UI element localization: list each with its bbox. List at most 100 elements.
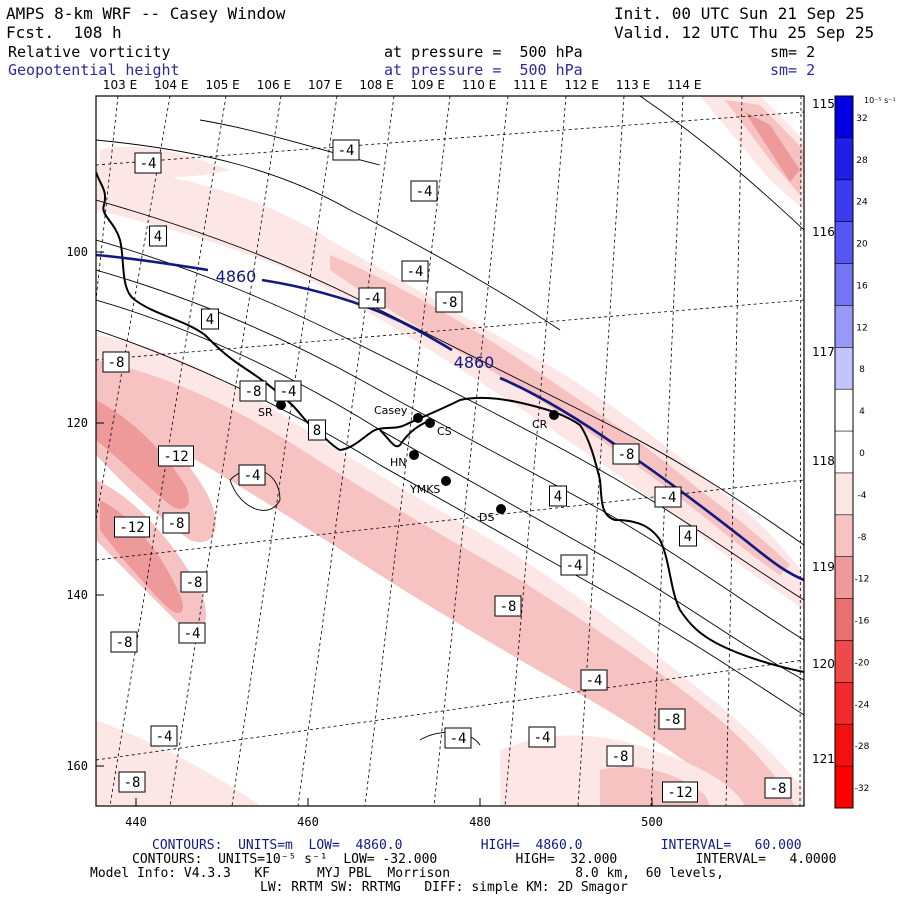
- contour-label-box: [410, 180, 438, 202]
- contour-label-box: [150, 725, 178, 747]
- colorbar-segment: [835, 766, 853, 808]
- contour-label-box: [102, 351, 130, 373]
- contour-label-text: -4: [660, 490, 677, 506]
- contour-label: -8: [180, 571, 208, 593]
- contour-label: -8: [606, 745, 634, 767]
- colorbar-tick-label: -8: [858, 533, 867, 543]
- contour-label-text: -8: [441, 295, 458, 311]
- footer-physics-info: LW: RRTM SW: RRTMG DIFF: simple KM: 2D S…: [260, 880, 628, 895]
- contour-label-text: -8: [618, 447, 635, 463]
- colorbar-segment: [835, 431, 853, 473]
- station-marker-sr[interactable]: [276, 400, 286, 410]
- contour-label-box: [658, 708, 686, 730]
- contour-label-box: [201, 308, 219, 330]
- station-label-cs: CS: [437, 425, 452, 438]
- station-marker-ymks[interactable]: [441, 476, 451, 486]
- height-line: [261, 278, 453, 352]
- station-marker-hn[interactable]: [409, 450, 419, 460]
- contour-label-box: [549, 485, 567, 507]
- field2-name: Geopotential height: [8, 61, 180, 79]
- contour-label-box: [580, 669, 608, 691]
- graticule-line: [96, 111, 804, 166]
- colorbar-tick-label: -16: [855, 617, 870, 627]
- colorbar-tick-label: -4: [858, 491, 867, 501]
- contour-label-text: -4: [586, 673, 603, 689]
- footer-model-info: Model Info: V4.3.3 KF MYJ PBL Morrison 8…: [90, 866, 724, 881]
- station-label-sr: SR: [258, 406, 273, 419]
- graticule-line: [96, 479, 804, 561]
- contour-label-box: [358, 287, 386, 309]
- contour-label: -4: [528, 726, 556, 748]
- colorbar-segment: [835, 221, 853, 264]
- field2-pressure: at pressure = 500 hPa: [384, 61, 583, 79]
- height-labels: 4860 4860: [216, 267, 495, 372]
- top-longitude-label: 107 E: [308, 78, 342, 92]
- height-contour: [96, 253, 804, 582]
- contour-label-text: -12: [667, 785, 692, 801]
- contour-label: -4: [401, 260, 429, 282]
- footer-height-contours: CONTOURS: UNITS=m LOW= 4860.0 HIGH= 4860…: [152, 838, 802, 853]
- top-longitude-label: 112 E: [565, 78, 599, 92]
- station-marker-casey[interactable]: [413, 413, 423, 423]
- contour-label-text: -8: [116, 635, 133, 651]
- contour-label-text: -4: [280, 384, 297, 400]
- shade-band-central-inner: [96, 360, 795, 806]
- contour-label: -8: [118, 771, 146, 793]
- contour-label: -8: [162, 512, 190, 534]
- contour-label: -12: [158, 445, 194, 467]
- colorbar-segment: [835, 263, 853, 306]
- contour-label-text: -8: [500, 599, 517, 615]
- contour-label-box: [401, 260, 429, 282]
- top-longitude-label: 106 E: [257, 78, 291, 92]
- contour-label-box: [162, 512, 190, 534]
- station-marker-ds[interactable]: [496, 504, 506, 514]
- colorbar-tick-label: 16: [856, 281, 868, 291]
- graticule: [96, 96, 804, 806]
- shade-band-main-inner: [330, 255, 790, 575]
- contour-label-box: [149, 225, 167, 247]
- colorbar-segment: [835, 347, 853, 390]
- contour-label-text: -8: [664, 712, 681, 728]
- colorbar-segment: [835, 472, 853, 515]
- station-marker-cs[interactable]: [425, 418, 435, 428]
- contour-label: -8: [658, 708, 686, 730]
- shade-band-ne-peak: [745, 112, 800, 182]
- top-longitude-label: 104 E: [154, 78, 188, 92]
- vorticity-shading: [96, 96, 804, 806]
- contour-label: 4: [201, 308, 219, 330]
- station-label-hn: HN: [390, 456, 407, 469]
- contour-label-box: [444, 727, 472, 749]
- contour-label-box: [654, 486, 682, 508]
- init-time: Init. 00 UTC Sun 21 Sep 25: [614, 4, 865, 23]
- contour-label: -12: [114, 516, 150, 538]
- station-marker-cr[interactable]: [549, 410, 559, 420]
- height-line: [96, 253, 209, 272]
- contour-label-box: [178, 622, 206, 644]
- valid-time: Valid. 12 UTC Thu 25 Sep 25: [614, 23, 875, 42]
- contour-labels: -4 -4 -4 4 -4 -4 -8 4 -8 -8 -4 8 -12 -4 -12 -8 -8 -4 -8 4 -8…: [102, 139, 792, 803]
- contour-label-box: [332, 139, 360, 161]
- contour-label: -8: [110, 631, 138, 653]
- forecast-hour: Fcst. 108 h: [6, 23, 122, 42]
- colorbar-segment: [835, 640, 853, 683]
- contour-label: -4: [178, 622, 206, 644]
- contour-label-text: -12: [163, 449, 188, 465]
- colorbar-tick-label: -12: [855, 575, 870, 585]
- height-line: [499, 376, 804, 582]
- station-label-ds: DS: [479, 511, 494, 524]
- contour-label-text: -8: [186, 575, 203, 591]
- height-label: 4860: [454, 353, 495, 372]
- contour-label: -8: [612, 443, 640, 465]
- contour-label: -4: [654, 486, 682, 508]
- y-axis-label: 120: [66, 416, 88, 430]
- y-axis-labels: 100 120 140 160: [66, 245, 88, 773]
- colorbar-tick-label: 12: [856, 323, 867, 333]
- colorbar-tick-label: 4: [859, 407, 865, 417]
- contour-label-box: [560, 554, 588, 576]
- colorbar-segment: [835, 305, 853, 348]
- colorbar-tick-label: 20: [856, 240, 868, 250]
- contour-label: -8: [239, 380, 267, 402]
- contour-line: [96, 299, 804, 681]
- contour-label-box: [110, 631, 138, 653]
- colorbar-tick-label: -20: [855, 658, 870, 668]
